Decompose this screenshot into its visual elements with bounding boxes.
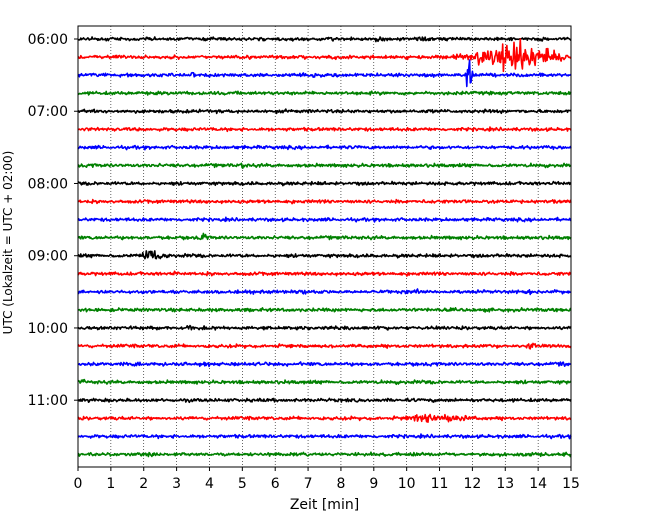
x-tick-label: 1	[106, 476, 115, 492]
trace-row-1115	[77, 413, 572, 424]
x-tick-label: 12	[463, 476, 481, 492]
trace-row-1045	[77, 378, 572, 386]
trace-row-0645	[77, 90, 572, 96]
y-tick-label: 07:00	[28, 104, 68, 120]
x-tick-label: 14	[529, 476, 547, 492]
y-tick-label: 06:00	[28, 32, 68, 48]
x-tick-label: 2	[139, 476, 148, 492]
y-tick-label: 09:00	[28, 249, 68, 265]
trace-row-1130	[77, 433, 572, 440]
trace-row-0945	[77, 306, 572, 313]
y-tick-label: 10:00	[28, 321, 68, 337]
trace-row-0700	[77, 108, 572, 115]
trace-row-0715	[77, 126, 572, 133]
trace-row-0830	[77, 216, 572, 223]
x-tick-label: 9	[369, 476, 378, 492]
plot-frame	[77, 25, 572, 468]
x-tick-label: 10	[398, 476, 416, 492]
x-tick-label: 11	[431, 476, 449, 492]
y-tick-label: 11:00	[28, 393, 68, 409]
trace-row-1000	[77, 324, 572, 331]
trace-row-1015	[77, 342, 572, 350]
trace-row-0915	[77, 270, 572, 277]
y-tick-label: 08:00	[28, 176, 68, 192]
x-tick-label: 15	[562, 476, 580, 492]
trace-row-0615	[77, 38, 572, 73]
trace-row-1030	[77, 361, 572, 368]
x-tick-label: 7	[304, 476, 313, 492]
x-tick-label: 8	[336, 476, 345, 492]
y-axis-ticks: 06:00 07:00 08:00 09:00 10:00 11:00	[28, 32, 78, 409]
x-tick-label: 13	[496, 476, 514, 492]
trace-row-0730	[77, 144, 572, 151]
trace-row-0600	[77, 36, 572, 43]
trace-rows	[77, 36, 572, 458]
trace-row-1145	[77, 451, 572, 458]
x-tick-label: 6	[271, 476, 280, 492]
trace-row-0800	[77, 180, 572, 187]
x-tick-label: 5	[238, 476, 247, 492]
x-tick-label: 4	[205, 476, 214, 492]
trace-row-0630	[77, 59, 572, 88]
y-axis-label: UTC (Lokalzeit = UTC + 02:00)	[1, 151, 15, 335]
trace-row-0745	[77, 162, 572, 169]
trace-row-0845	[77, 232, 572, 241]
trace-row-0900	[77, 250, 572, 260]
x-tick-label: 0	[74, 476, 83, 492]
trace-row-0930	[77, 288, 572, 296]
x-axis-ticks: 0 1 2 3 4 5 6 7 8 9 10 11 12 13 14 15	[74, 467, 580, 492]
x-axis-label: Zeit [min]	[290, 497, 359, 513]
x-tick-label: 3	[172, 476, 181, 492]
trace-row-0815	[77, 198, 572, 205]
trace-row-1100	[77, 397, 572, 404]
